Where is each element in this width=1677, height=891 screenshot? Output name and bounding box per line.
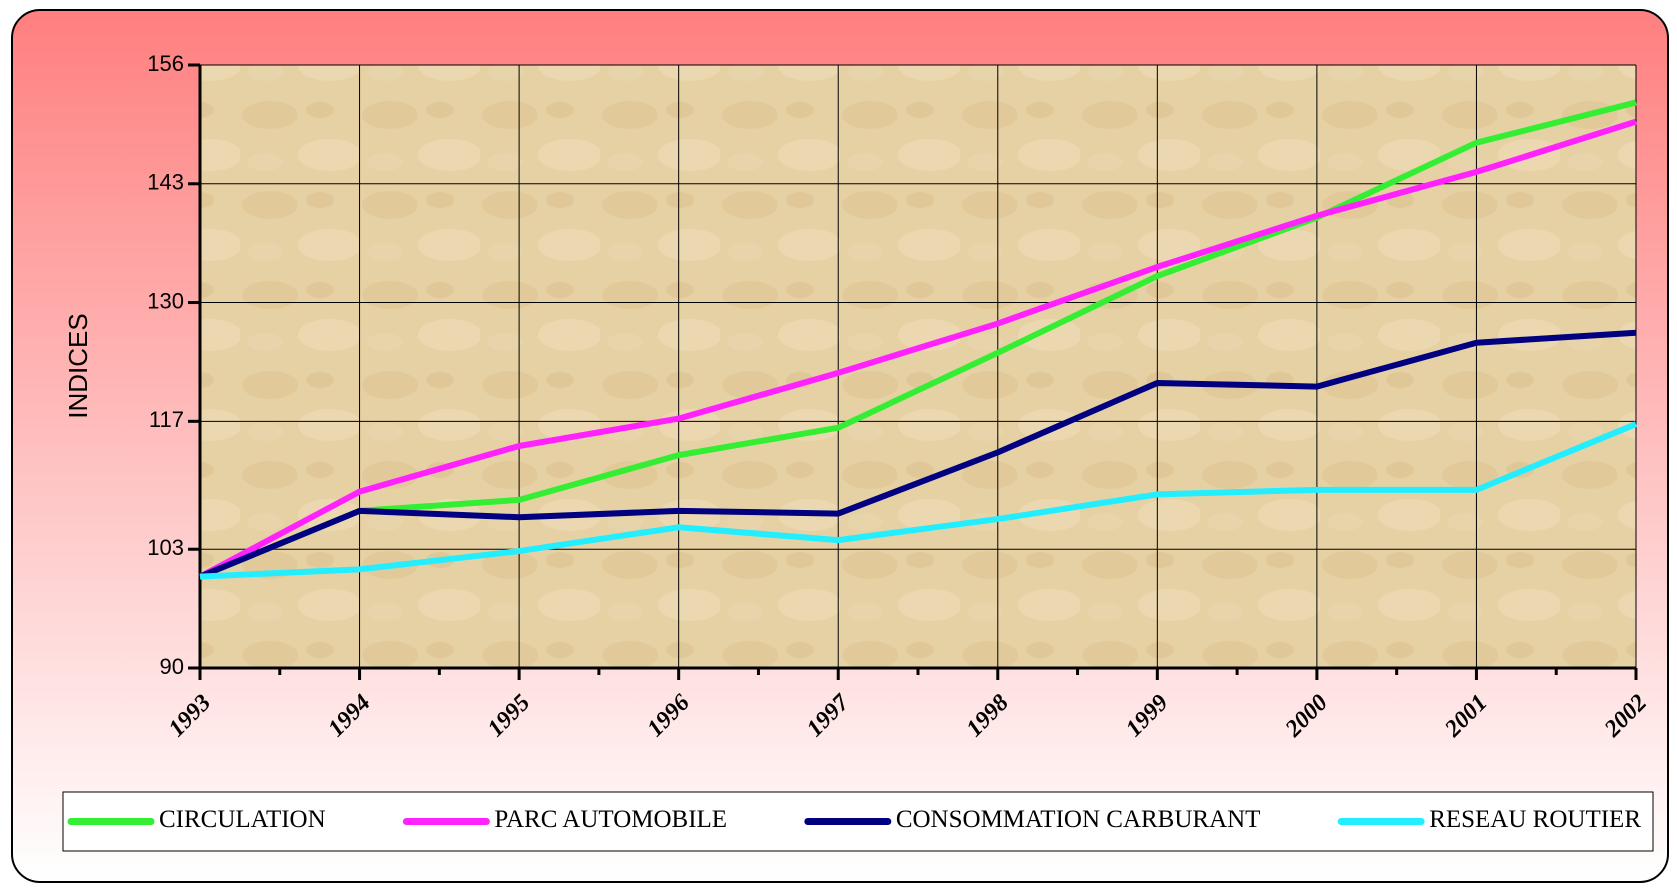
legend-label: CIRCULATION (159, 806, 326, 833)
series-line (198, 329, 1637, 580)
series-line (199, 421, 1638, 580)
y-tick-label: 90 (160, 654, 184, 679)
y-tick-label: 156 (147, 51, 184, 76)
legend-label: PARC AUTOMOBILE (494, 806, 727, 833)
y-axis-label: INDICES (63, 313, 93, 418)
y-tick-label: 103 (147, 535, 184, 560)
y-tick-label: 143 (147, 170, 184, 195)
series-line (198, 118, 1637, 580)
plot-area (200, 65, 1636, 668)
legend-label: CONSOMMATION CARBURANT (896, 806, 1261, 833)
legend-label: RESEAU ROUTIER (1429, 806, 1641, 833)
y-tick-label: 130 (147, 288, 184, 313)
y-tick-label: 117 (149, 407, 184, 432)
series-line (198, 99, 1637, 580)
